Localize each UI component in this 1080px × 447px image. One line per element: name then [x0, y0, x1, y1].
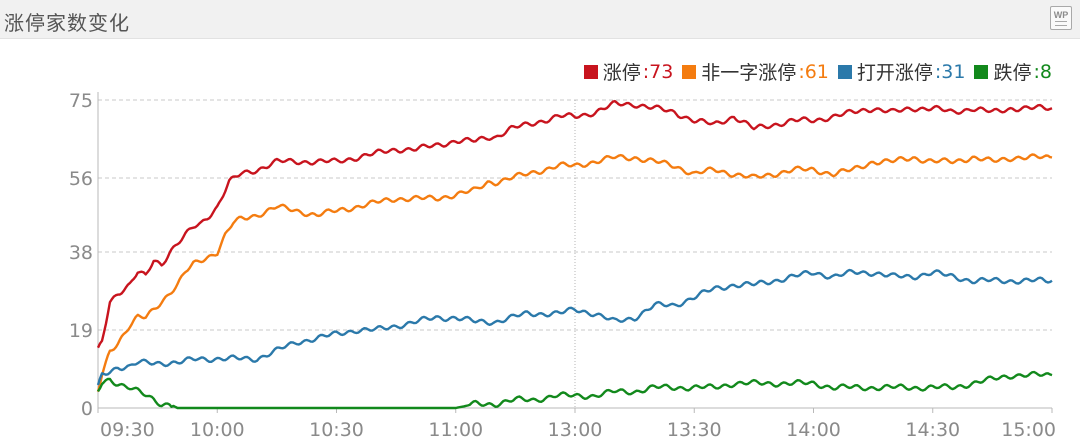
- legend-label: 打开涨停: [856, 62, 933, 84]
- wp-icon[interactable]: WP: [1050, 6, 1072, 30]
- x-tick-label: 13:30: [667, 419, 722, 441]
- y-tick-label: 38: [69, 242, 93, 264]
- series-line-dieting: [96, 370, 1053, 410]
- y-tick-label: 75: [69, 90, 93, 112]
- legend-swatch: [583, 64, 598, 79]
- legend-item-dakai[interactable]: 打开涨停 :31: [837, 58, 966, 85]
- legend-swatch: [974, 64, 989, 79]
- chart-legend: 涨停 :73 非一字涨停 :61 打开涨停 :31 跌停 :8: [575, 58, 1052, 85]
- series-line-feiyizi: [96, 153, 1053, 393]
- wp-icon-line: [1055, 25, 1067, 26]
- legend-value: :8: [1033, 60, 1053, 83]
- wp-icon-label: WP: [1053, 10, 1069, 20]
- series-line-dakai: [96, 268, 1053, 386]
- wp-icon-line: [1055, 21, 1067, 22]
- legend-item-feiyizi[interactable]: 非一字涨停 :61: [682, 58, 829, 85]
- series-line-zhangting: [96, 99, 1053, 349]
- legend-item-zhangting[interactable]: 涨停 :73: [583, 58, 674, 85]
- legend-label: 涨停: [602, 62, 641, 84]
- x-tick-label: 13:00: [548, 419, 603, 441]
- legend-label: 跌停: [993, 62, 1032, 84]
- legend-swatch: [837, 64, 852, 79]
- legend-swatch: [682, 64, 697, 79]
- page-title: 涨停家数变化: [4, 11, 130, 35]
- legend-value: :61: [798, 60, 829, 83]
- x-tick-label: 10:30: [309, 419, 364, 441]
- x-tick-label: 14:00: [786, 419, 841, 441]
- legend-value: :73: [642, 60, 674, 83]
- y-tick-label: 0: [81, 398, 93, 420]
- x-tick-label: 15:00: [1001, 419, 1056, 441]
- legend-value: :31: [934, 60, 966, 83]
- y-tick-label: 19: [69, 320, 93, 342]
- x-tick-label: 10:00: [190, 419, 245, 441]
- x-tick-label: 11:00: [428, 419, 483, 441]
- legend-label: 非一字涨停: [701, 62, 797, 84]
- x-tick-label: 14:30: [905, 419, 960, 441]
- y-tick-label: 56: [69, 168, 93, 190]
- x-tick-label: 09:30: [100, 419, 155, 441]
- title-bar: 涨停家数变化 WP: [0, 0, 1080, 39]
- legend-item-dieting[interactable]: 跌停 :8: [974, 58, 1052, 85]
